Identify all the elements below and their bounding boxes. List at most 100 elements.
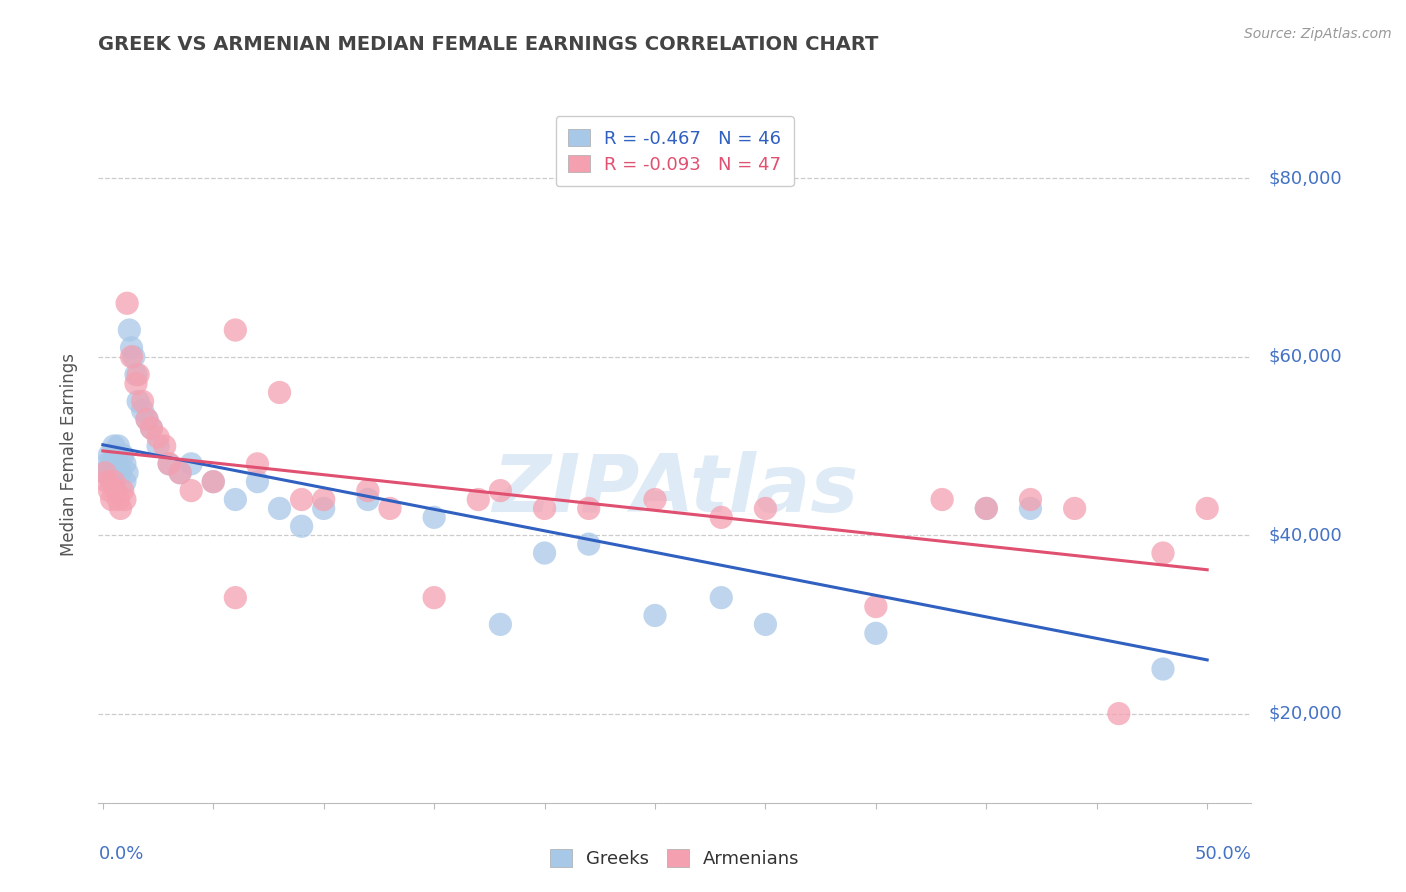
Point (110, 466, 132, 480)
Text: 0.0%: 0.0% (98, 845, 143, 863)
Point (269, 385, 291, 400)
Point (96, 475, 118, 489)
Point (578, 501, 600, 516)
Point (202, 475, 225, 489)
Point (146, 430, 169, 444)
Point (1152, 662, 1174, 676)
Point (710, 591, 733, 605)
Point (246, 475, 269, 489)
Point (153, 439, 176, 453)
Point (146, 439, 169, 453)
Point (1197, 501, 1219, 516)
Point (710, 510, 733, 524)
Legend: Greeks, Armenians: Greeks, Armenians (541, 840, 808, 877)
Point (98, 448, 121, 462)
Point (169, 466, 191, 480)
Point (114, 475, 136, 489)
Point (865, 626, 887, 640)
Point (312, 501, 335, 516)
Point (98, 483, 121, 498)
Point (489, 617, 512, 632)
Point (644, 608, 666, 623)
Text: Source: ZipAtlas.com: Source: ZipAtlas.com (1244, 27, 1392, 41)
Point (110, 501, 132, 516)
Point (94, 466, 117, 480)
Text: 50.0%: 50.0% (1195, 845, 1251, 863)
Text: GREEK VS ARMENIAN MEDIAN FEMALE EARNINGS CORRELATION CHART: GREEK VS ARMENIAN MEDIAN FEMALE EARNINGS… (98, 35, 879, 54)
Point (122, 350, 145, 364)
Point (931, 492, 953, 507)
Point (169, 466, 191, 480)
Point (100, 475, 122, 489)
Point (111, 448, 134, 462)
Point (1019, 492, 1042, 507)
Text: $80,000: $80,000 (1268, 169, 1343, 187)
Point (98, 466, 121, 480)
Point (1063, 501, 1085, 516)
Point (180, 483, 202, 498)
Text: $60,000: $60,000 (1268, 348, 1343, 366)
Point (107, 492, 129, 507)
Text: $40,000: $40,000 (1268, 526, 1343, 544)
Point (533, 501, 555, 516)
Point (141, 421, 163, 435)
Point (754, 617, 776, 632)
Point (125, 376, 148, 391)
Point (291, 492, 314, 507)
Y-axis label: Median Female Earnings: Median Female Earnings (59, 353, 77, 557)
Point (1152, 546, 1174, 560)
Point (269, 501, 291, 516)
Point (974, 501, 997, 516)
Point (157, 457, 180, 471)
Point (121, 341, 143, 355)
Point (423, 510, 446, 524)
Point (94, 466, 117, 480)
Point (578, 537, 600, 551)
Point (644, 492, 666, 507)
Point (103, 475, 125, 489)
Point (136, 412, 159, 426)
Point (127, 394, 149, 409)
Point (96, 457, 118, 471)
Point (114, 492, 136, 507)
Point (224, 591, 246, 605)
Point (100, 457, 122, 471)
Point (114, 457, 136, 471)
Point (105, 483, 128, 498)
Point (141, 421, 163, 435)
Point (127, 368, 149, 382)
Point (115, 296, 138, 310)
Point (246, 457, 269, 471)
Point (291, 519, 314, 533)
Text: $20,000: $20,000 (1268, 705, 1343, 723)
Point (467, 492, 489, 507)
Point (115, 466, 138, 480)
Text: ZIPAtlas: ZIPAtlas (492, 450, 858, 529)
Point (136, 412, 159, 426)
Point (423, 591, 446, 605)
Point (100, 492, 122, 507)
Point (202, 475, 225, 489)
Point (180, 457, 202, 471)
Point (1019, 501, 1042, 516)
Point (533, 546, 555, 560)
Point (107, 457, 129, 471)
Point (157, 457, 180, 471)
Point (312, 492, 335, 507)
Point (974, 501, 997, 516)
Point (131, 394, 153, 409)
Point (1108, 706, 1130, 721)
Point (103, 457, 125, 471)
Point (111, 483, 134, 498)
Point (378, 501, 401, 516)
Point (224, 492, 246, 507)
Point (357, 483, 380, 498)
Point (357, 492, 380, 507)
Point (121, 350, 143, 364)
Point (489, 483, 512, 498)
Point (105, 448, 128, 462)
Point (118, 323, 141, 337)
Point (103, 439, 125, 453)
Point (125, 368, 148, 382)
Point (754, 501, 776, 516)
